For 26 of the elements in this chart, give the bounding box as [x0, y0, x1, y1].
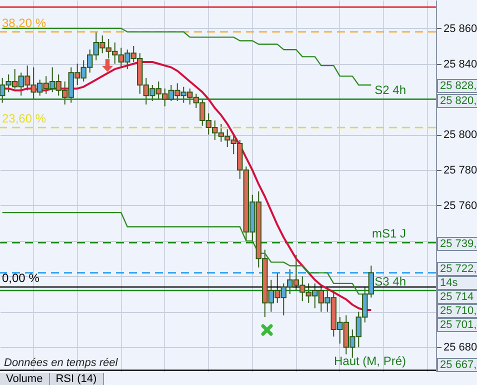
- ref-line-label: mS1 J: [372, 226, 406, 241]
- ref-line-label: S2 4h: [374, 83, 406, 98]
- line-series: [2, 28, 372, 86]
- text: 14s: [437, 276, 477, 290]
- y-tick-label: 25 680: [444, 342, 477, 354]
- y-tick-label: 25 760: [444, 200, 477, 212]
- text: 25 722,: [437, 262, 477, 276]
- y-tick-label: 25 840: [444, 58, 477, 70]
- annotation: 38,20 %: [2, 16, 46, 30]
- text: 25 820,: [437, 94, 477, 108]
- annotation: 0,00 %: [2, 270, 40, 285]
- text: 25 701,: [437, 318, 477, 332]
- y-tick-label: 25 780: [444, 164, 477, 177]
- text: RSI (14): [50, 373, 104, 385]
- ref-line-label: Haut (M, Pré): [334, 354, 406, 368]
- text: 25 667,: [437, 358, 477, 372]
- text: 25 714: [437, 290, 477, 304]
- text: 25 828,: [437, 79, 477, 93]
- text: Volume: [0, 373, 50, 385]
- text: 25 739,: [437, 237, 477, 251]
- y-tick-label: 25 800: [444, 129, 477, 142]
- text: 25 710,: [437, 304, 477, 318]
- annotation: Données en temps réel: [4, 357, 118, 369]
- annotation: 23,60 %: [2, 112, 46, 126]
- ref-line-label: S3 4h: [374, 274, 406, 289]
- y-tick-label: 25 860: [444, 22, 477, 35]
